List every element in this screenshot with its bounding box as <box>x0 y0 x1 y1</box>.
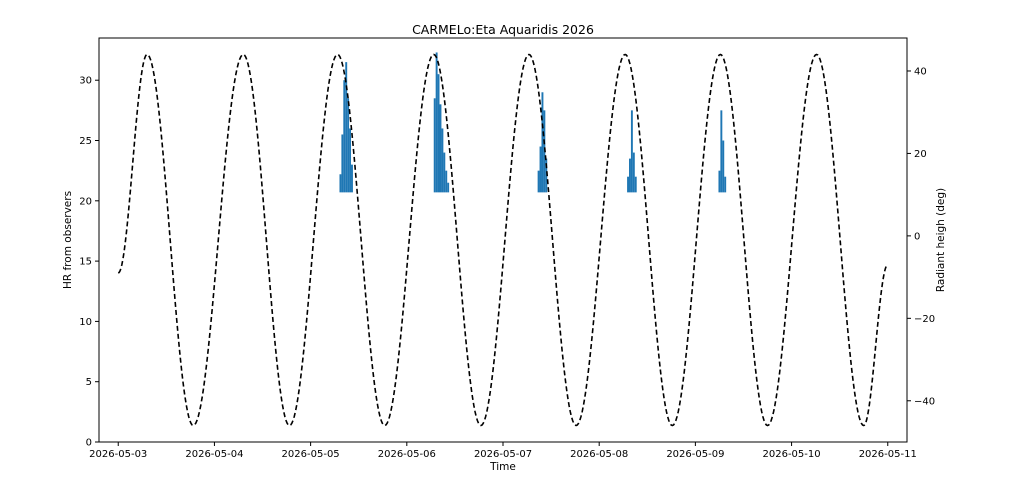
hr-bar <box>437 74 440 193</box>
hr-bar <box>443 152 446 193</box>
x-tick-label: 2026-05-03 <box>89 449 147 460</box>
y2-axis-label: Radiant heigh (deg) <box>935 188 947 292</box>
x-axis-ticks: 2026-05-03 2026-05-04 2026-05-05 2026-05-06… <box>89 442 917 460</box>
y-axis-ticks: 0 5 10 15 20 25 30 <box>79 76 99 449</box>
x-tick-label: 2026-05-09 <box>666 449 724 460</box>
x-tick-label: 2026-05-07 <box>474 449 532 460</box>
hr-bar <box>351 164 353 193</box>
hr-bar <box>627 176 630 193</box>
hr-bar <box>724 176 727 193</box>
hr-bar <box>537 170 540 193</box>
hr-bar <box>447 182 450 193</box>
hr-bar <box>629 158 631 193</box>
hr-bars <box>339 52 727 193</box>
y-axis-label: HR from observers <box>62 191 74 289</box>
hr-bar <box>345 62 348 193</box>
x-tick-label: 2026-05-08 <box>570 449 628 460</box>
chart-title: CARMELo:Eta Aquaridis 2026 <box>412 22 594 37</box>
hr-bar <box>445 170 448 193</box>
y-tick-label: 15 <box>79 257 92 268</box>
x-tick-label: 2026-05-10 <box>763 449 821 460</box>
hr-bar <box>339 174 342 193</box>
y-tick-label: 0 <box>86 438 92 449</box>
hr-bar <box>343 80 346 193</box>
hr-bar <box>539 146 542 193</box>
hr-bar <box>718 170 721 193</box>
hr-bar <box>630 110 633 193</box>
y2-tick-label: −40 <box>914 396 935 407</box>
y2-tick-label: −20 <box>914 314 935 325</box>
y-tick-label: 20 <box>79 196 92 207</box>
x-tick-label: 2026-05-05 <box>282 449 340 460</box>
x-tick-label: 2026-05-04 <box>185 449 243 460</box>
x-axis-label: Time <box>489 461 516 473</box>
hr-bar <box>545 158 548 193</box>
hr-bar <box>341 134 344 193</box>
y-tick-label: 10 <box>79 317 92 328</box>
hr-bar <box>720 110 723 193</box>
x-tick-label: 2026-05-11 <box>859 449 917 460</box>
hr-bar <box>632 152 635 193</box>
y-tick-label: 25 <box>79 136 92 147</box>
radiant-height-line <box>117 53 889 427</box>
y2-tick-label: 20 <box>914 149 927 160</box>
hr-bar <box>347 98 350 193</box>
y-tick-label: 30 <box>79 76 92 87</box>
y2-tick-label: 40 <box>914 66 927 77</box>
hr-bar <box>349 128 352 193</box>
hr-bar <box>441 128 444 193</box>
hr-bar <box>433 98 436 193</box>
x-tick-label: 2026-05-06 <box>378 449 436 460</box>
hr-bar <box>541 92 544 193</box>
hr-bar <box>722 140 725 193</box>
y-tick-label: 5 <box>86 377 92 388</box>
hr-bar <box>439 104 442 193</box>
y2-tick-label: 0 <box>914 231 920 242</box>
hr-bar <box>435 52 438 193</box>
y2-axis-ticks: −40 −20 0 20 40 <box>907 66 935 407</box>
hr-bar <box>634 176 637 193</box>
